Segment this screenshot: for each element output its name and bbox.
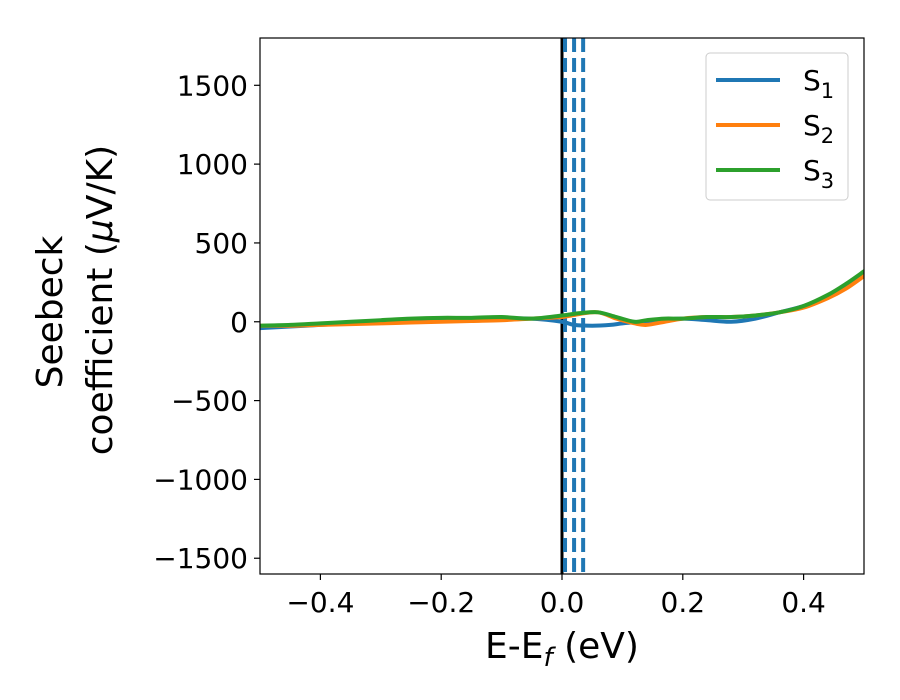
legend-label-s2: S2 (803, 109, 834, 148)
x-axis-label-base: E-E (485, 626, 543, 667)
legend-label-s1: S1 (803, 64, 834, 103)
x-axis-label-suffix: (eV) (553, 626, 639, 667)
y-axis-label-suffix: V/K) (80, 145, 121, 219)
x-tick-label: −0.4 (286, 586, 354, 619)
y-axis-label-line1: Seebeck (30, 235, 71, 388)
y-axis-ticks: −1500 −1000 −500 0 500 1000 1500 (153, 69, 260, 575)
y-tick-label: −1000 (153, 463, 248, 496)
x-tick-label: 0.0 (540, 586, 585, 619)
x-tick-label: −0.2 (407, 586, 475, 619)
y-tick-label: −500 (171, 385, 248, 418)
y-tick-label: 500 (195, 227, 248, 260)
x-tick-label: 0.4 (781, 586, 826, 619)
x-axis-ticks: −0.4 −0.2 0.0 0.2 0.4 (286, 574, 826, 619)
legend: S1 S2 S3 (705, 52, 849, 201)
x-tick-label: 0.2 (661, 586, 706, 619)
y-tick-label: 1000 (177, 148, 248, 181)
y-axis-label-line2: coefficient (μV/K) (80, 145, 121, 455)
y-tick-label: 1500 (177, 69, 248, 102)
y-tick-label: −1500 (153, 542, 248, 575)
series-line-s3 (260, 269, 864, 328)
y-tick-label: 0 (230, 306, 248, 339)
x-axis-label: E-Ef (eV) (485, 626, 639, 673)
y-axis-label-prefix: coefficient ( (80, 242, 121, 455)
legend-label-s3: S3 (803, 154, 834, 193)
series-lines (260, 269, 864, 331)
y-axis-label-mu: μ (80, 219, 121, 243)
vertical-lines (560, 38, 586, 574)
